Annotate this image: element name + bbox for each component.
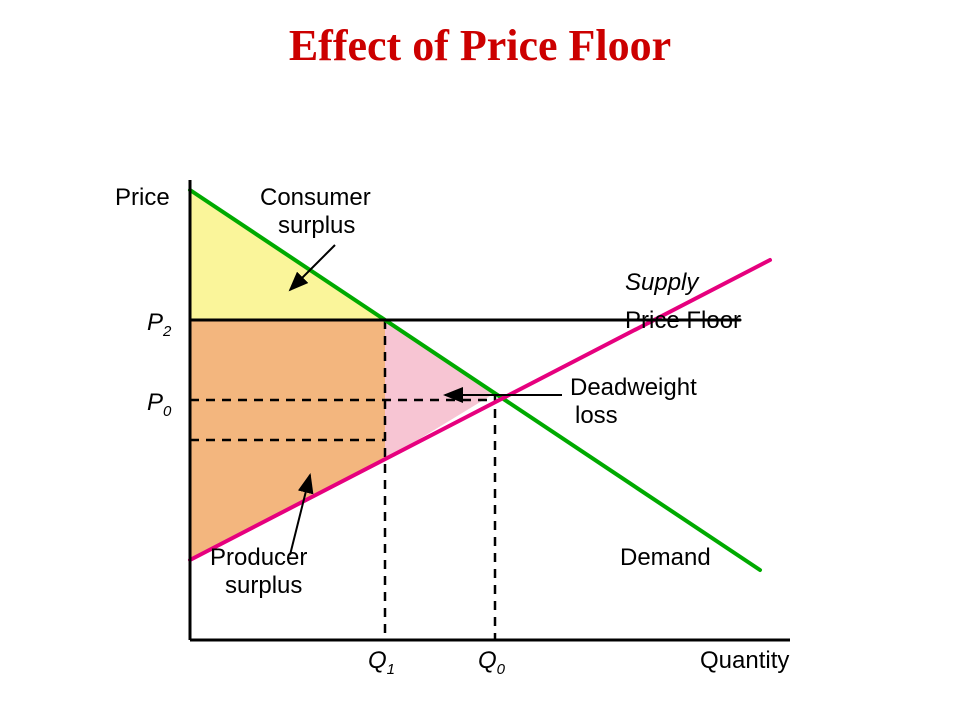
label-dwl_l2: loss bbox=[575, 402, 618, 429]
title: Effect of Price Floor bbox=[0, 20, 960, 71]
regions-layer bbox=[190, 190, 495, 560]
label-P2: P2 bbox=[147, 309, 172, 340]
label-dwl_l1: Deadweight bbox=[570, 374, 697, 401]
label-demand: Demand bbox=[620, 544, 711, 571]
label-supply: Supply bbox=[625, 269, 700, 296]
label-Q0: Q0 bbox=[478, 647, 506, 678]
econ-chart: PriceQuantityConsumersurplusProducersurp… bbox=[0, 0, 960, 720]
label-consumer_surplus_l2: surplus bbox=[278, 212, 355, 239]
label-P0: P0 bbox=[147, 389, 172, 420]
label-consumer_surplus_l1: Consumer bbox=[260, 184, 371, 211]
label-price_floor: Price Floor bbox=[625, 307, 741, 334]
label-producer_surplus_l2: surplus bbox=[225, 572, 302, 599]
label-yaxis: Price bbox=[115, 184, 170, 211]
label-xaxis: Quantity bbox=[700, 647, 789, 674]
deadweight-loss-region bbox=[385, 320, 495, 460]
label-Q1: Q1 bbox=[368, 647, 395, 678]
label-producer_surplus_l1: Producer bbox=[210, 544, 307, 571]
